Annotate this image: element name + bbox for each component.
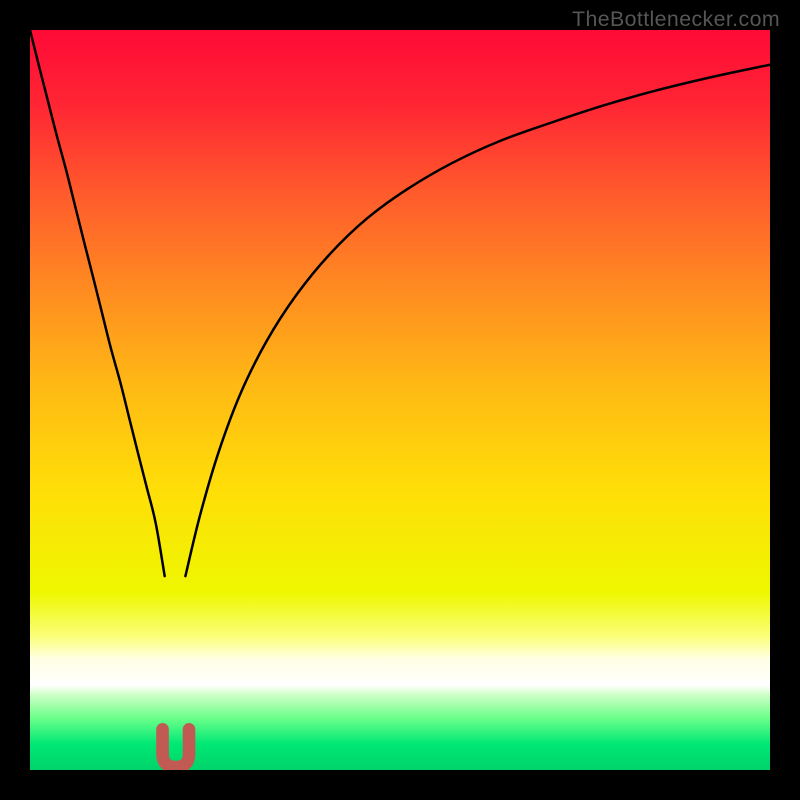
watermark-link[interactable]: TheBottlenecker.com <box>572 7 780 32</box>
gradient-bg <box>30 30 770 770</box>
plot-frame <box>30 30 770 770</box>
stage: TheBottlenecker.com <box>0 0 800 800</box>
plot-area <box>30 30 770 770</box>
watermark-text: TheBottlenecker.com <box>572 7 780 31</box>
plot-svg <box>30 30 770 770</box>
